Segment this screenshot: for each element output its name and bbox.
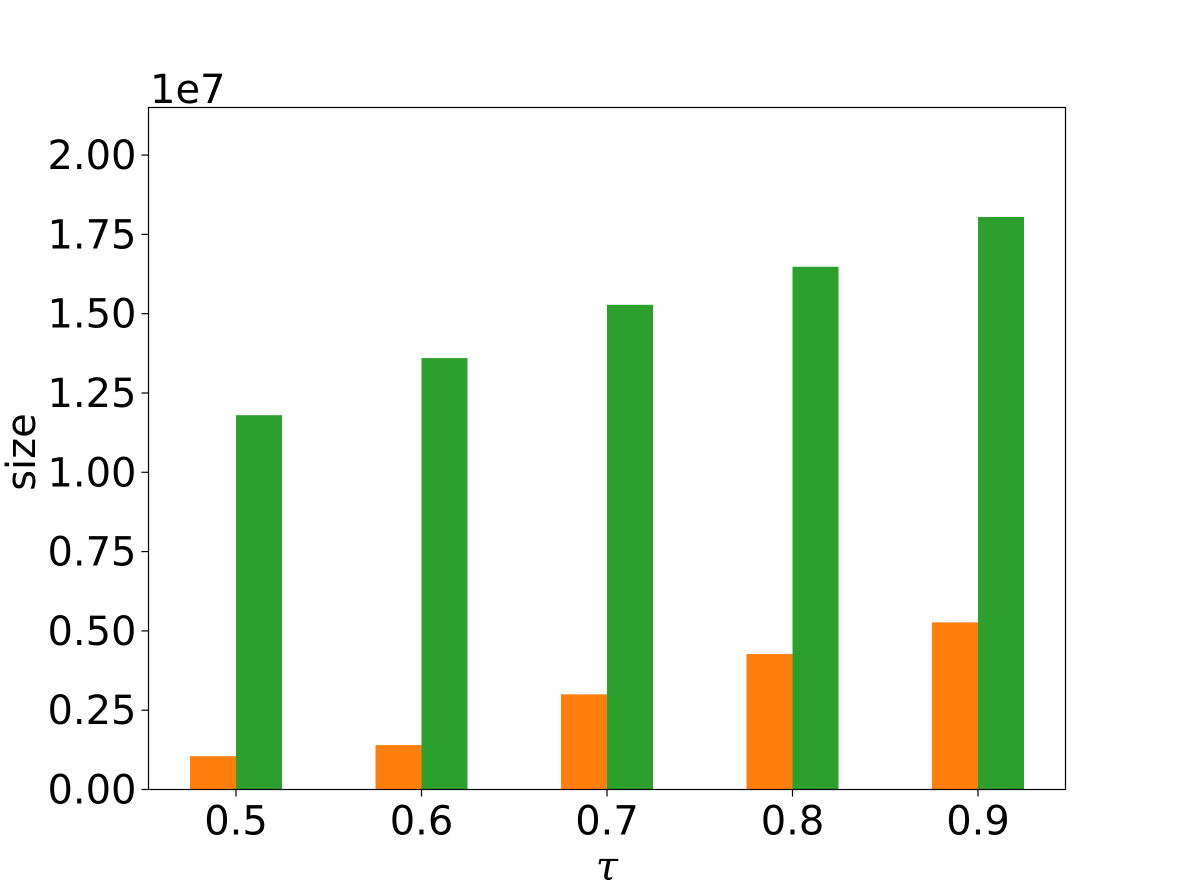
plot-frame [147, 106, 1067, 791]
x-axis-ticks: 0.5 0.6 0.7 0.8 0.9 [204, 789, 1010, 845]
y-offset-label: 1e7 [150, 67, 226, 113]
y-tick-label: 1.75 [47, 212, 136, 258]
bar-series1-0.6 [375, 745, 422, 790]
x-tick-label: 0.5 [204, 799, 268, 845]
y-tick-label: 0.75 [47, 530, 136, 576]
bar-series1-0.8 [746, 654, 793, 790]
y-axis-ticks: 0.00 0.25 0.50 0.75 1.00 1.25 1.50 1.75 2.00 [47, 133, 149, 814]
y-tick-label: 0.50 [47, 609, 136, 655]
y-tick-label: 0.00 [47, 768, 136, 814]
x-tick-label: 0.6 [390, 799, 454, 845]
y-tick-label: 1.00 [47, 450, 136, 496]
y-tick-label: 1.50 [47, 292, 136, 338]
x-tick-label: 0.7 [575, 799, 639, 845]
x-tick-label: 0.9 [946, 799, 1010, 845]
y-tick-label: 1.25 [47, 371, 136, 417]
x-axis-label: τ [596, 844, 619, 888]
bar-series2-0.8 [792, 266, 839, 790]
y-tick-label: 2.00 [47, 133, 136, 179]
bar-series1-0.9 [932, 622, 978, 790]
bar-series1-0.5 [190, 756, 236, 790]
y-axis-label: size [0, 413, 45, 491]
bar-series2-0.5 [236, 415, 282, 790]
bar-series2-0.9 [978, 216, 1024, 790]
y-tick-label: 0.25 [47, 688, 136, 734]
bar-series2-0.6 [421, 358, 468, 790]
bars-layer [190, 216, 1024, 790]
bar-series1-0.7 [561, 694, 607, 790]
bar-series2-0.7 [607, 304, 653, 790]
x-tick-label: 0.8 [761, 799, 825, 845]
